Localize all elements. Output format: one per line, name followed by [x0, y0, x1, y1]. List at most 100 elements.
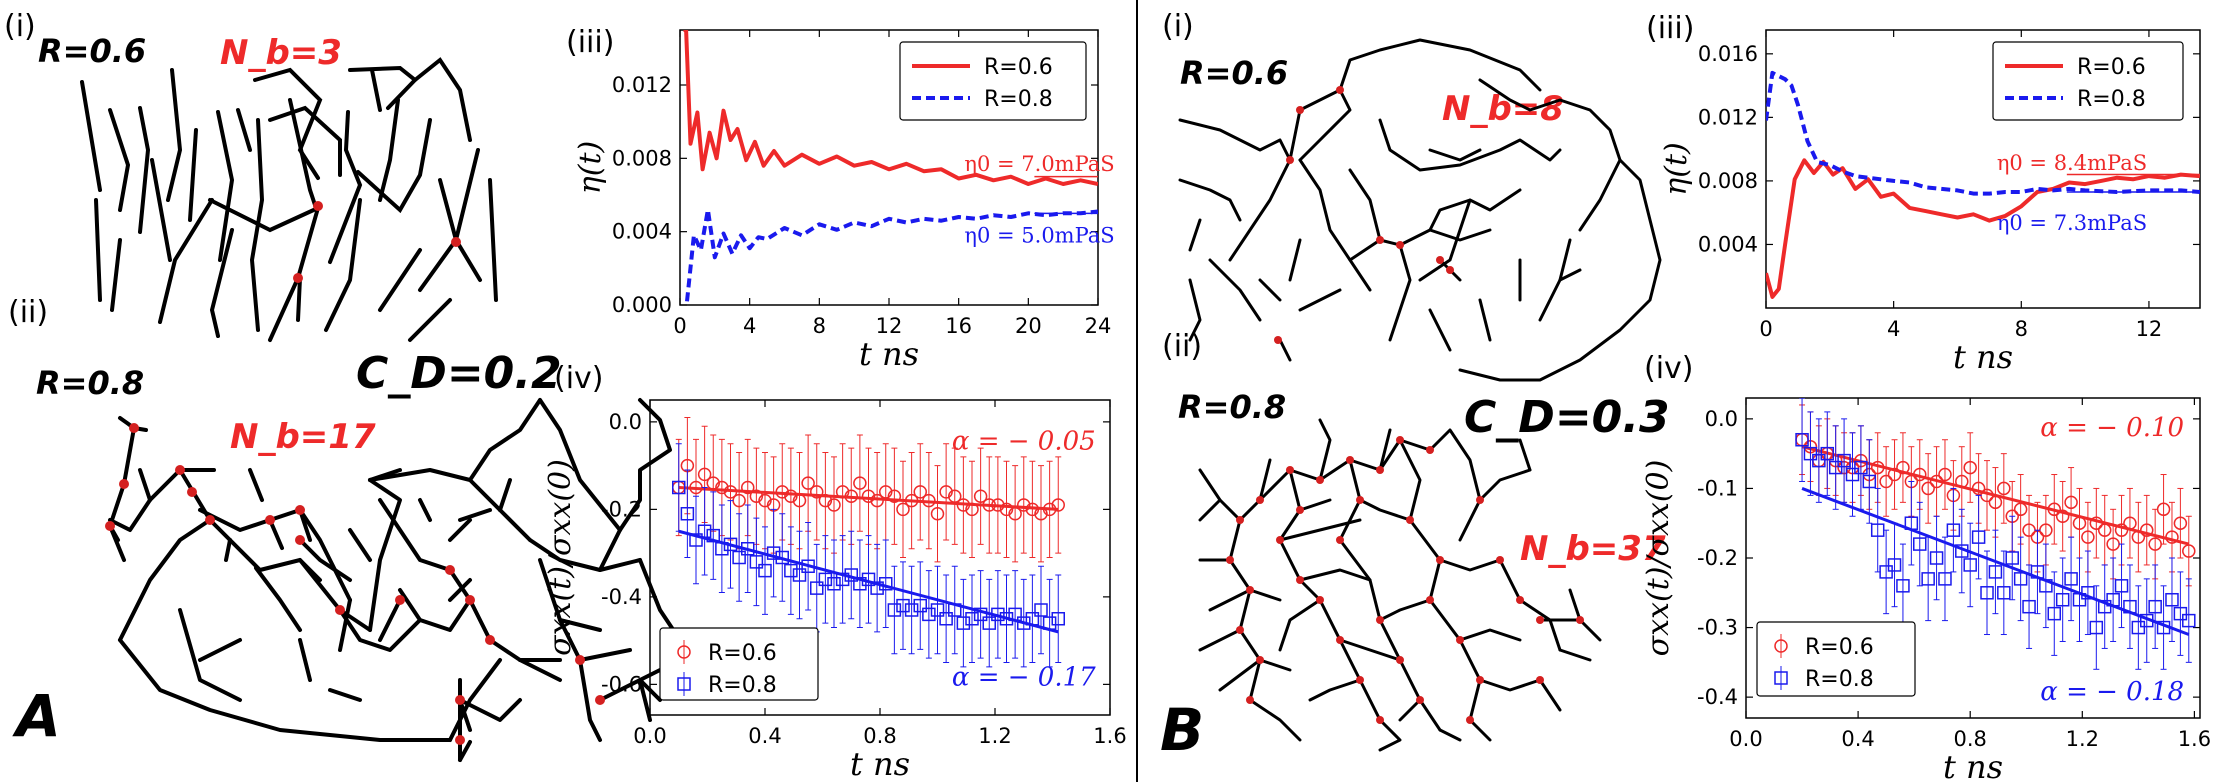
data-point-r06 — [741, 480, 755, 495]
data-point-r06 — [2173, 516, 2188, 530]
data-point-r06 — [810, 485, 824, 499]
data-point-r08 — [672, 480, 686, 495]
panel-a: (i) R=0.6 N_b=3 — [4, 9, 682, 762]
eta0-annotation: η0 = 5.0mPaS — [964, 224, 1114, 248]
legend-box — [1756, 621, 1916, 697]
fit-line-r06 — [678, 486, 1059, 511]
data-point-r08 — [2064, 572, 2078, 586]
y-tick-label: 0.012 — [1698, 105, 1758, 129]
series-line-r06 — [683, 30, 1098, 186]
data-point-r06 — [1051, 498, 1065, 512]
data-point-r08 — [758, 563, 772, 578]
data-point-r08 — [896, 598, 910, 613]
data-point-r08 — [2022, 599, 2036, 614]
data-point-r08 — [766, 546, 781, 560]
x-tick-label: 1.2 — [2066, 727, 2099, 751]
data-point-r08 — [1997, 586, 2011, 600]
data-point-r08 — [1828, 460, 1843, 475]
legend-label: R=0.6 — [984, 55, 1053, 80]
data-point-r08 — [965, 612, 979, 626]
x-tick-label: 1.2 — [978, 724, 1011, 748]
data-point-r08 — [1034, 603, 1048, 617]
x-tick-label: 0.4 — [1841, 727, 1874, 751]
x-tick-label: 16 — [945, 314, 972, 338]
data-point-r08 — [1879, 565, 1893, 579]
panel-b-letter: B — [1160, 696, 1204, 764]
data-point-r08 — [2131, 620, 2146, 635]
data-point-r06 — [973, 489, 988, 503]
data-point-r08 — [1845, 467, 1860, 482]
data-point-r08 — [2173, 606, 2188, 621]
series-line-r06 — [1766, 158, 2200, 299]
x-axis-label: t ns — [850, 745, 910, 782]
panel-b-cd-label: C_D=0.3 — [1464, 392, 1670, 443]
data-point-r08 — [982, 616, 996, 630]
y-tick-label: 0.016 — [1698, 42, 1758, 66]
panel-b-sub-iii: (iii) — [1646, 11, 1694, 46]
x-tick-label: 8 — [813, 314, 826, 338]
data-point-r08 — [1896, 579, 1910, 593]
y-tick-label: 0.0 — [609, 410, 642, 434]
data-point-r08 — [792, 568, 807, 582]
data-point-r08 — [930, 603, 945, 617]
panel-b-sub-ii: (ii) — [1162, 329, 1202, 364]
x-tick-label: 4 — [1887, 317, 1900, 341]
data-point-r08 — [870, 581, 884, 595]
panel-b-sub-iv: (iv) — [1644, 351, 1694, 386]
x-tick-label: 0 — [673, 314, 686, 338]
panel-a-r-label-i: R=0.6 — [38, 32, 146, 70]
x-tick-label: 1.6 — [1093, 724, 1126, 748]
alpha-annotation: α = − 0.17 — [952, 663, 1096, 693]
data-point-r06 — [887, 489, 902, 503]
x-tick-label: 0.0 — [1729, 727, 1762, 751]
y-tick-label: -0.3 — [1697, 616, 1738, 640]
snapshot-b-ii — [1198, 418, 1602, 752]
data-point-r06 — [1017, 498, 1031, 512]
panel-a-letter: A — [12, 682, 61, 750]
x-axis-label: t ns — [1943, 748, 2003, 782]
x-tick-label: 4 — [743, 314, 756, 338]
legend-box — [1992, 41, 2184, 121]
chart-b-iii: 0 4 8 12 0.004 0.008 0.012 0.016 t ns η(t) η0 = 8.… — [1659, 29, 2201, 376]
snapshot-a-ii — [108, 398, 682, 762]
data-point-r08 — [1980, 586, 1994, 600]
data-point-r08 — [1820, 446, 1835, 461]
data-point-r06 — [697, 467, 712, 482]
y-tick-label: 0.0 — [1705, 407, 1738, 431]
x-tick-label: 0.8 — [1953, 727, 1986, 751]
series-line-r08 — [685, 207, 1098, 302]
data-point-r08 — [1854, 460, 1868, 475]
legend-label: R=0.6 — [1805, 635, 1874, 660]
legend-swatch — [1774, 639, 1788, 653]
legend-box — [659, 627, 819, 701]
data-point-r08 — [2114, 579, 2129, 593]
panel-a-sub-ii: (ii) — [8, 295, 48, 330]
data-point-r08 — [1963, 558, 1977, 572]
panel-b-nb-label-ii: N_b=37 — [1520, 529, 1666, 569]
data-point-r06 — [758, 493, 772, 508]
data-point-r06 — [749, 489, 764, 503]
data-point-r08 — [2013, 572, 2028, 586]
panel-a-r-label-ii: R=0.8 — [36, 364, 144, 402]
chart-a-iii: 0 4 8 12 16 20 24 0.000 0.004 0.008 0.012 t ns η(t) η… — [573, 29, 1115, 373]
panel-b-r-label-i: R=0.6 — [1180, 54, 1288, 92]
data-point-r08 — [939, 612, 953, 626]
data-point-r06 — [1938, 467, 1952, 482]
legend-box — [899, 41, 1087, 121]
data-point-r08 — [810, 581, 824, 595]
data-point-r08 — [749, 555, 764, 569]
data-point-r08 — [1887, 558, 1902, 572]
branch-points-a-ii — [105, 423, 605, 745]
legend-swatch — [677, 677, 691, 691]
y-tick-label: -0.2 — [1697, 546, 1738, 570]
data-point-r08 — [2097, 599, 2112, 614]
plot-area — [683, 30, 1098, 302]
data-point-r06 — [715, 480, 729, 495]
x-tick-label: 0.0 — [633, 724, 666, 748]
data-point-r06 — [2156, 502, 2171, 517]
data-point-r08 — [1812, 453, 1826, 468]
data-point-r08 — [2005, 551, 2019, 565]
alpha-annotation: α = − 0.05 — [952, 426, 1096, 456]
legend-label: R=0.8 — [984, 87, 1053, 112]
